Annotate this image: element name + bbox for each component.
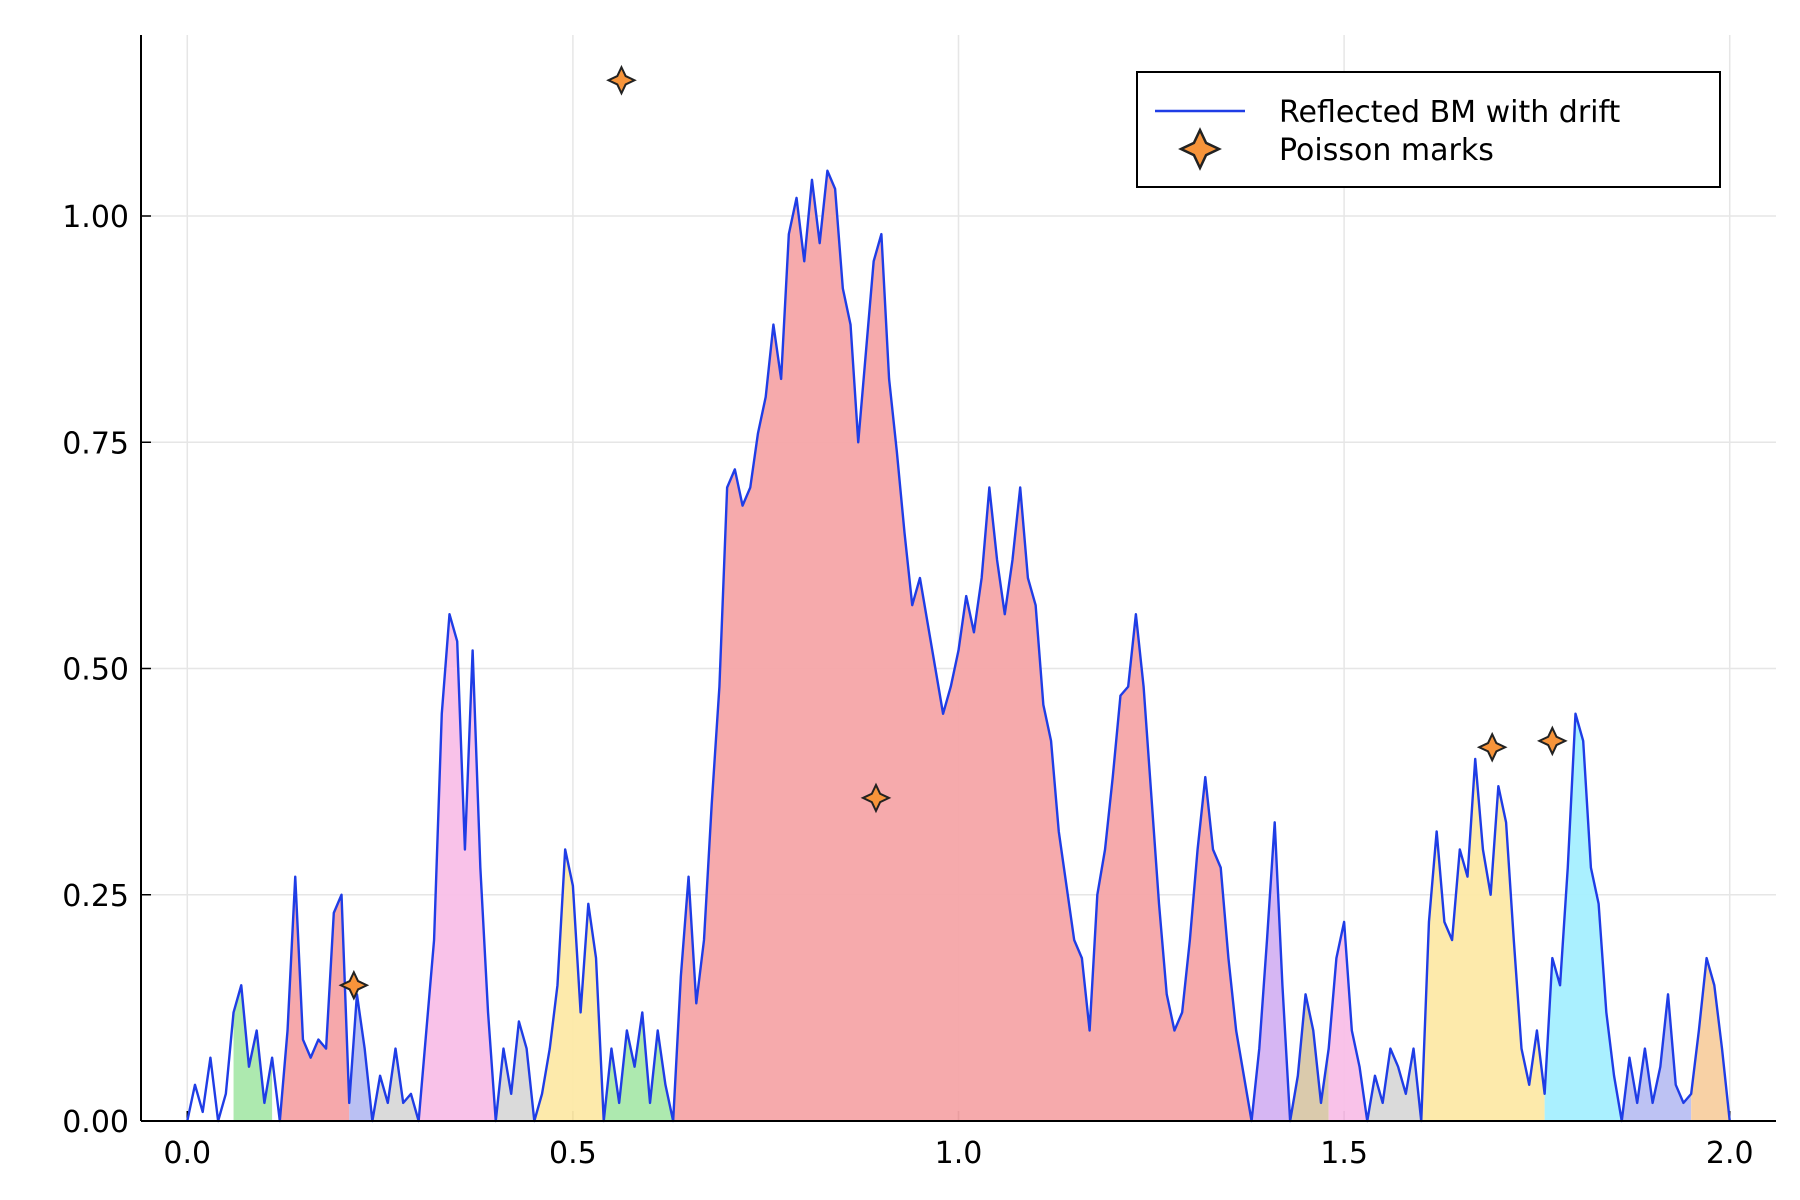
poisson-mark (860, 782, 892, 814)
excursion-area (1421, 759, 1545, 1121)
legend-box (1136, 71, 1721, 188)
excursion-area (1251, 822, 1291, 1121)
poisson-mark (1536, 725, 1568, 757)
y-tick-label: 0.00 (62, 1105, 129, 1140)
legend-swatch (1178, 127, 1222, 171)
x-tick-label: 1.0 (935, 1136, 983, 1171)
x-tick-label: 0.0 (163, 1136, 211, 1171)
x-tick-label: 2.0 (1706, 1136, 1754, 1171)
poisson-mark (606, 64, 637, 96)
excursion-area (1621, 994, 1692, 1121)
excursion-area (495, 1021, 535, 1121)
poisson-mark (338, 969, 370, 1001)
excursion-area (534, 849, 604, 1121)
y-tick-label: 0.50 (62, 653, 129, 688)
excursion-area (1328, 921, 1368, 1121)
excursion-area (1691, 958, 1730, 1121)
poisson-mark (1476, 731, 1508, 763)
x-tick-label: 1.5 (1320, 1136, 1368, 1171)
excursion-area (372, 1048, 419, 1121)
excursion-area (1544, 713, 1622, 1121)
x-tick-label: 0.5 (549, 1136, 597, 1171)
excursion-area (673, 170, 1252, 1121)
y-tick-label: 0.75 (62, 426, 129, 461)
legend-label: Reflected BM with drift (1279, 95, 1621, 130)
y-tick-label: 0.25 (62, 879, 129, 914)
legend-label: Poisson marks (1279, 133, 1494, 168)
excursion-area (418, 614, 496, 1121)
y-tick-label: 1.00 (62, 200, 129, 235)
excursion-area (1367, 1048, 1422, 1121)
data-line (186, 169, 1731, 1123)
